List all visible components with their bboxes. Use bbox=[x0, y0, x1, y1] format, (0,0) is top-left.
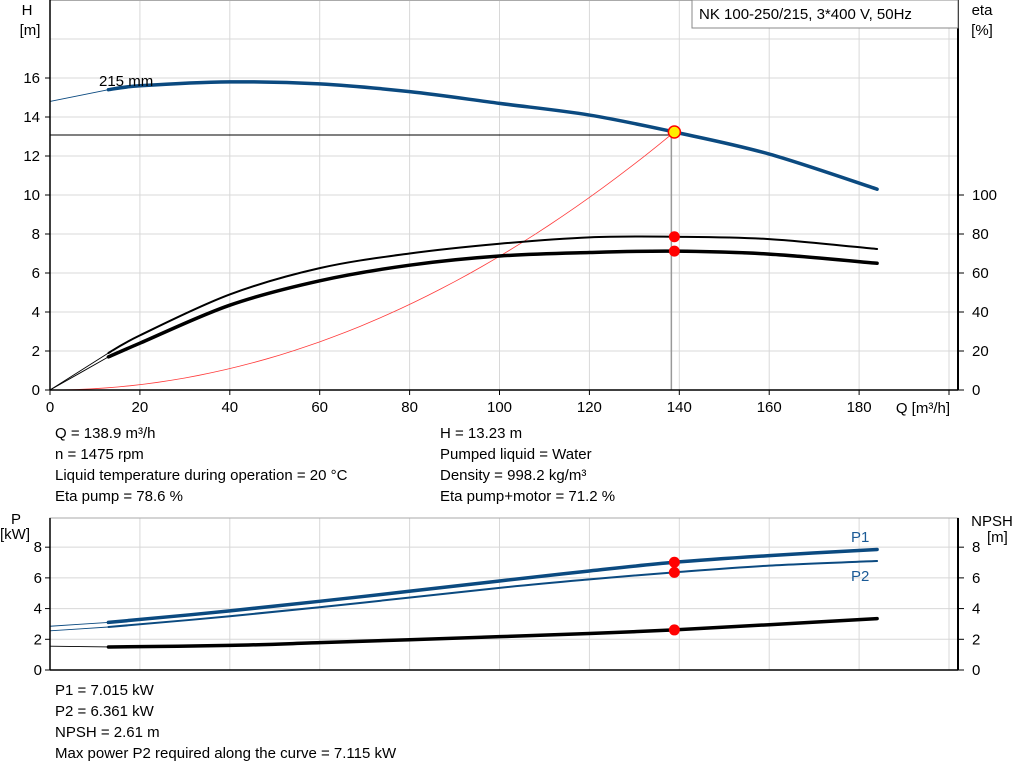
system-curve bbox=[49, 131, 675, 391]
h-tick-label: 6 bbox=[32, 265, 40, 282]
npsh-curve bbox=[106, 616, 879, 649]
eta-pump-motor-marker bbox=[668, 245, 680, 257]
p1-curve bbox=[106, 547, 879, 625]
npsh-curve-extrapolated bbox=[49, 645, 109, 648]
x-tick-label: 20 bbox=[132, 399, 149, 416]
npsh-tick-label: 2 bbox=[972, 631, 980, 648]
h-tick-label: 0 bbox=[32, 382, 40, 399]
q-axis-label: Q [m³/h] bbox=[896, 400, 950, 417]
h-tick-label: 16 bbox=[23, 70, 40, 87]
p2-curve-extrapolated bbox=[49, 626, 109, 632]
p1-marker bbox=[668, 556, 680, 568]
p-tick-label: 4 bbox=[34, 601, 42, 618]
npsh-tick-label: 4 bbox=[972, 601, 980, 618]
max-power-value: Max power P2 required along the curve = … bbox=[55, 745, 397, 762]
p-axis-unit: [kW] bbox=[0, 526, 30, 543]
p2-marker bbox=[668, 566, 680, 578]
eta-axis-label: eta bbox=[972, 2, 994, 19]
npsh-axis-unit: [m] bbox=[987, 529, 1008, 546]
npsh-tick-label: 0 bbox=[972, 662, 980, 679]
info-top-left: Q = 138.9 m³/h n = 1475 rpm Liquid tempe… bbox=[55, 423, 347, 507]
top-chart-grid bbox=[50, 0, 958, 390]
eta-tick-label: 20 bbox=[972, 343, 989, 360]
axes: 0 20 40 60 80 100 120 140 160 1800246810121416020… bbox=[23, 0, 997, 679]
head-curve-extrapolated bbox=[49, 89, 109, 102]
eta-pump-marker bbox=[668, 231, 680, 243]
eta-axis-unit: [%] bbox=[971, 22, 993, 39]
npsh-tick-label: 8 bbox=[972, 539, 980, 556]
legend-box bbox=[691, 0, 959, 29]
npsh-value: NPSH = 2.61 m bbox=[55, 724, 160, 741]
eta-tick-label: 100 bbox=[972, 187, 997, 204]
h-tick-label: 10 bbox=[23, 187, 40, 204]
x-tick-label: 0 bbox=[46, 399, 54, 416]
h-tick-label: 8 bbox=[32, 226, 40, 243]
p2-curve bbox=[107, 559, 879, 629]
h-tick-label: 2 bbox=[32, 343, 40, 360]
eta-pump-motor-curve-extrapolated bbox=[49, 356, 109, 391]
operating-point-marker bbox=[667, 125, 682, 139]
head-curve bbox=[106, 80, 879, 191]
flow-value: Q = 138.9 m³/h bbox=[55, 425, 156, 442]
eta-pump-curve-extrapolated bbox=[49, 352, 109, 391]
eta-tick-label: 60 bbox=[972, 265, 989, 282]
p1-value: P1 = 7.015 kW bbox=[55, 682, 154, 699]
npsh-marker bbox=[668, 624, 680, 636]
eta-pump-motor-value: Eta pump+motor = 71.2 % bbox=[440, 488, 616, 505]
p-tick-label: 2 bbox=[34, 631, 42, 648]
h-tick-label: 4 bbox=[32, 304, 40, 321]
pump-model-label: NK 100-250/215, 3*400 V, 50Hz bbox=[699, 6, 912, 23]
h-axis-label: H bbox=[22, 2, 33, 19]
curves bbox=[49, 80, 879, 649]
liquid-value: Pumped liquid = Water bbox=[440, 446, 592, 463]
eta-tick-label: 40 bbox=[972, 304, 989, 321]
p2-value: P2 = 6.361 kW bbox=[55, 703, 154, 720]
eta-pump-value: Eta pump = 78.6 % bbox=[55, 488, 183, 505]
info-top-right: H = 13.23 m Pumped liquid = Water Densit… bbox=[440, 423, 615, 507]
p2-series-label: P2 bbox=[851, 568, 869, 585]
npsh-axis-label: NPSH bbox=[971, 513, 1013, 530]
npsh-tick-label: 6 bbox=[972, 570, 980, 587]
density-value: Density = 998.2 kg/m³ bbox=[440, 467, 587, 484]
x-tick-label: 60 bbox=[311, 399, 328, 416]
h-tick-label: 14 bbox=[23, 109, 40, 126]
impeller-diameter-label: 215 mm bbox=[99, 73, 153, 90]
speed-value: n = 1475 rpm bbox=[55, 446, 144, 463]
p-tick-label: 8 bbox=[34, 539, 42, 556]
info-bottom: P1 = 7.015 kW P2 = 6.361 kW NPSH = 2.61 … bbox=[55, 680, 396, 764]
x-tick-label: 180 bbox=[847, 399, 872, 416]
h-tick-label: 12 bbox=[23, 148, 40, 165]
eta-tick-label: 80 bbox=[972, 226, 989, 243]
x-tick-label: 100 bbox=[487, 399, 512, 416]
axis-labels: H [m] eta [%] Q [m³/h] 215 mm NK 100-250… bbox=[0, 0, 1013, 585]
p-tick-label: 6 bbox=[34, 570, 42, 587]
p1-curve-extrapolated bbox=[49, 621, 109, 627]
head-value: H = 13.23 m bbox=[440, 425, 523, 442]
x-tick-label: 160 bbox=[757, 399, 782, 416]
eta-pump-curve bbox=[107, 235, 879, 354]
p1-series-label: P1 bbox=[851, 529, 869, 546]
h-axis-unit: [m] bbox=[20, 22, 41, 39]
x-tick-label: 80 bbox=[401, 399, 418, 416]
x-tick-label: 140 bbox=[667, 399, 692, 416]
p-tick-label: 0 bbox=[34, 662, 42, 679]
eta-pump-motor-curve bbox=[106, 249, 879, 359]
temperature-value: Liquid temperature during operation = 20… bbox=[55, 467, 348, 484]
eta-tick-label: 0 bbox=[972, 382, 980, 399]
x-tick-label: 40 bbox=[221, 399, 238, 416]
p-axis-label: P bbox=[11, 511, 21, 528]
x-tick-label: 120 bbox=[577, 399, 602, 416]
